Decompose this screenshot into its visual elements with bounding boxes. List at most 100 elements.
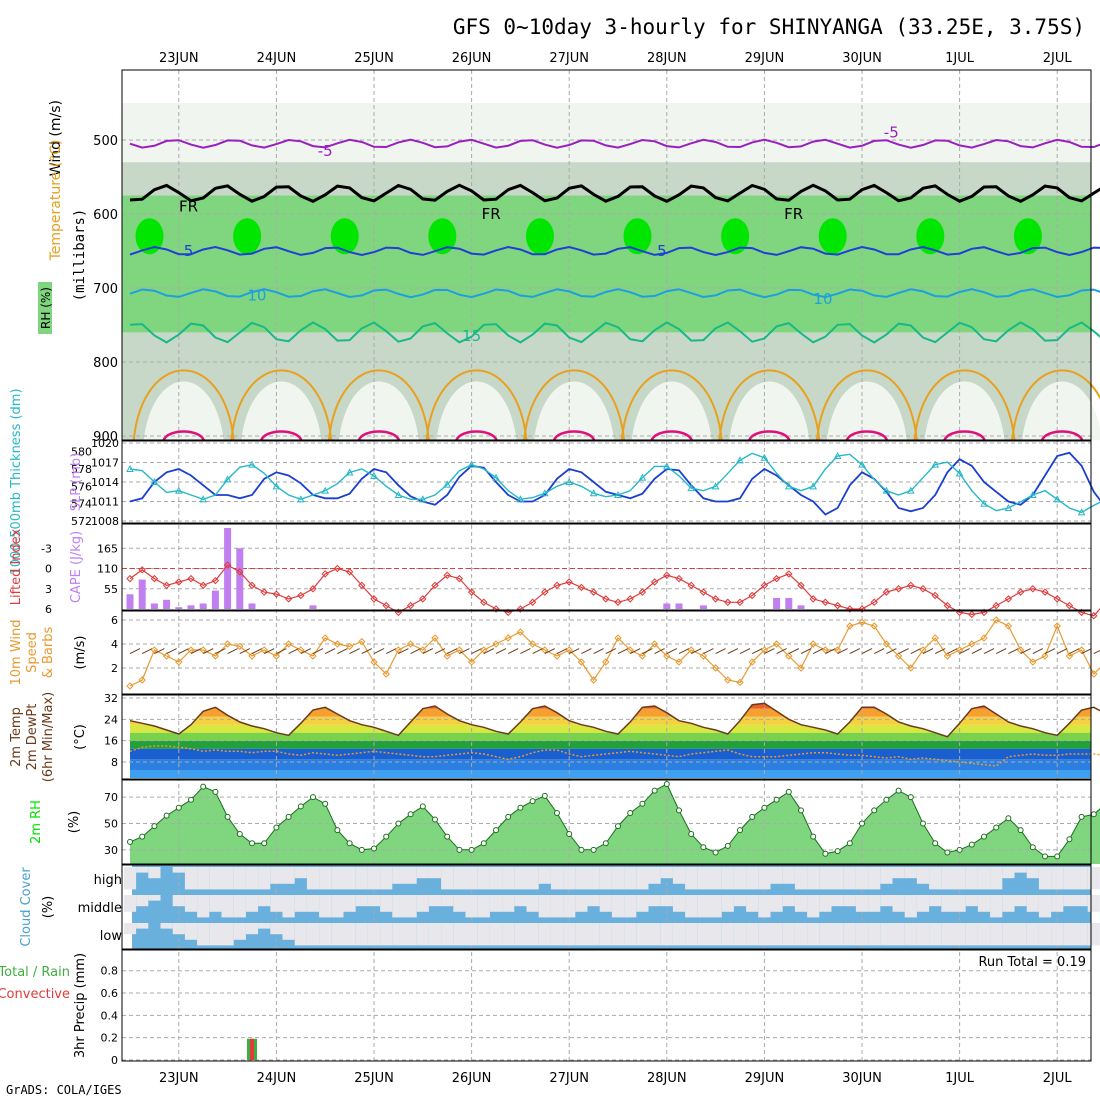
cloud-cell-middle (966, 895, 978, 906)
rh-point (372, 846, 377, 851)
cloud-cell-middle (441, 895, 453, 906)
cloud-cell-middle (368, 895, 380, 906)
cloud-cell-high (795, 867, 807, 889)
cloud-cell-middle (185, 895, 197, 912)
cloud-cell-high (746, 867, 758, 889)
cloud-cell-high (344, 867, 356, 889)
rh-point (823, 851, 828, 856)
rh-point (640, 801, 645, 806)
cloud-cell-middle (1027, 895, 1039, 912)
cloud-cell-high (368, 867, 380, 889)
cloud-cell-middle (844, 895, 856, 906)
cloud-cell-middle (990, 895, 1002, 917)
cloud-cell-low (124, 923, 136, 934)
rh-point (591, 847, 596, 852)
cloud-cell-low (1063, 923, 1075, 945)
rh-point (237, 832, 242, 837)
rh-legend-label: RH (%) (39, 287, 53, 329)
cloud-cell-high (600, 867, 612, 889)
cloud-cell-low (1039, 923, 1051, 945)
rh-point (652, 788, 657, 793)
cloud-cell-middle (417, 895, 429, 912)
cloud-cell-middle (588, 895, 600, 906)
wind-barb (1057, 649, 1067, 654)
cloud-cell-middle (673, 895, 685, 912)
cloud-cell-low (978, 923, 990, 945)
cloud-cell-low (478, 923, 490, 945)
pressure-tick-label: 800 (93, 356, 118, 371)
cloud-cell-middle (197, 895, 209, 917)
wind-barb (716, 649, 726, 654)
cloud-cell-high (673, 867, 685, 884)
cloud-cell-low (795, 923, 807, 945)
rh-point (176, 805, 181, 810)
cape-axis-label: CAPE (J/kg) (69, 531, 84, 603)
cloud-cell-middle (307, 895, 319, 912)
chart-title: GFS 0~10day 3-hourly for SHINYANGA (33.2… (453, 15, 1085, 39)
rh-point (189, 797, 194, 802)
rh-point (384, 834, 389, 839)
rh-point (274, 825, 279, 830)
cloud-cell-middle (636, 895, 648, 912)
rh-point (457, 847, 462, 852)
rh-point (957, 847, 962, 852)
rh-point (908, 795, 913, 800)
cloud-cell-middle (832, 895, 844, 906)
cloud-cell-low (746, 923, 758, 945)
cloud-cell-low (368, 923, 380, 945)
cloud-cell-high (514, 867, 526, 889)
rh-point (1079, 814, 1084, 819)
wind-speed-line (130, 620, 1100, 686)
date-label-bottom: 29JUN (745, 1071, 785, 1086)
rh-point (664, 782, 669, 787)
wind-barb (728, 649, 738, 654)
cloud-cell-middle (514, 895, 526, 906)
rh-point (872, 808, 877, 813)
cloud-cell-high (954, 867, 966, 889)
rh-point (335, 828, 340, 833)
date-label-bottom: 27JUN (549, 1071, 589, 1086)
cloud-cell-middle (466, 895, 478, 917)
cloud-cell-middle (490, 895, 502, 912)
rh-band-rh_green (122, 196, 1091, 333)
cloud-cell-low (173, 923, 185, 934)
rh-point (530, 799, 535, 804)
cloud-cell-high (588, 867, 600, 889)
cloud-cell-high (807, 867, 819, 889)
date-label-top: 29JUN (745, 51, 785, 66)
rh-point (298, 804, 303, 809)
cloud-cell-low (624, 923, 636, 945)
cloud-level-label-high: high (94, 873, 122, 888)
cloud-cell-high (331, 867, 343, 889)
cloud-cell-middle (356, 895, 368, 906)
rh-point (945, 850, 950, 855)
cloud-cell-middle (880, 895, 892, 906)
rh-point (567, 832, 572, 837)
temperature-tick-label: 32 (104, 692, 118, 705)
rh-unit-label: (%) (67, 811, 82, 834)
cloud-cell-low (551, 923, 563, 945)
wind-label-line3: & Barbs (41, 627, 56, 679)
lifted-index-axis-label: Lifted Index (9, 528, 24, 605)
date-label-top: 30JUN (842, 51, 882, 66)
cloud-cell-middle (893, 895, 905, 912)
cloud-cell-high (124, 867, 136, 889)
cloud-cell-middle (319, 895, 331, 917)
cloud-cell-low (832, 923, 844, 945)
cloud-cell-high (1051, 867, 1063, 889)
cloud-cell-middle (453, 895, 465, 912)
cape-bar (310, 605, 317, 609)
pressure-axis-label: (millibars) (72, 209, 88, 302)
wind-barb (642, 649, 652, 654)
wind-tick-label: 4 (111, 638, 118, 651)
cloud-cell-high (246, 867, 258, 889)
cloud-cell-low (380, 923, 392, 945)
cloud-cell-low (929, 923, 941, 945)
rh-point (738, 828, 743, 833)
cloud-cell-high (624, 867, 636, 889)
cape-bar (188, 605, 195, 609)
cloud-cell-middle (783, 895, 795, 906)
cloud-cell-low (295, 923, 307, 945)
cloud-cell-middle (405, 895, 417, 917)
cape-bar (249, 603, 256, 609)
